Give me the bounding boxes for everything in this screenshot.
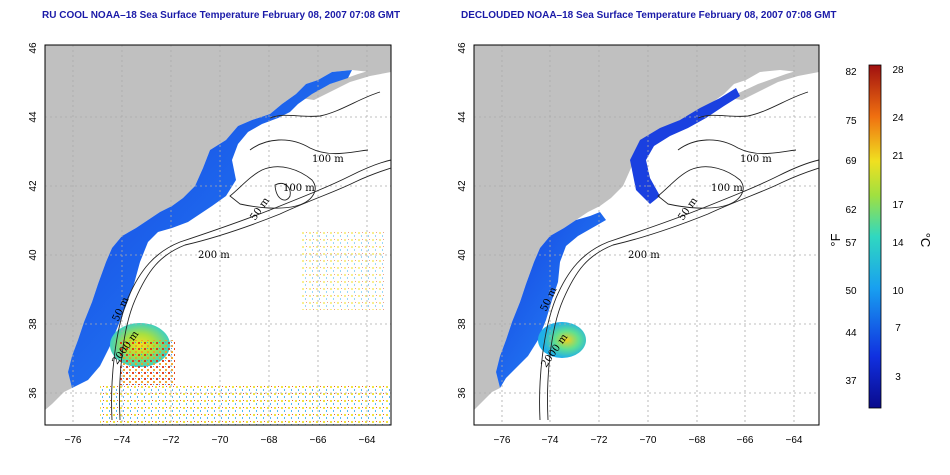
- y-tick-label: 40: [457, 249, 468, 261]
- x-tick-label: −70: [212, 435, 229, 446]
- cold-shelf-water: [68, 70, 352, 388]
- f-tick-label: 50: [845, 286, 857, 297]
- left-y-axis: 46 44 42 40 38 36: [28, 42, 39, 399]
- y-tick-label: 44: [457, 111, 468, 123]
- c-tick-label: 3: [895, 372, 901, 383]
- land-mass: [474, 45, 819, 410]
- y-tick-label: 46: [457, 42, 468, 54]
- y-tick-label: 38: [28, 318, 39, 330]
- c-tick-label: 28: [892, 65, 904, 76]
- bathymetry-contours: [111, 91, 392, 421]
- x-tick-label: −68: [689, 435, 706, 446]
- right-panel-title: DECLOUDED NOAA–18 Sea Surface Temperatur…: [461, 10, 837, 21]
- x-tick-label: −70: [640, 435, 657, 446]
- cold-shelf-water: [496, 212, 606, 388]
- right-axes-frame: [473, 44, 820, 426]
- x-tick-label: −72: [591, 435, 608, 446]
- left-map: 100 m 100 m 50 m 200 m 50 m 2000 m −76 −…: [28, 42, 392, 446]
- y-tick-label: 36: [28, 387, 39, 399]
- f-tick-label: 44: [845, 328, 857, 339]
- left-axes-frame: [44, 44, 392, 426]
- right-y-axis: 46 44 42 40 38 36: [457, 42, 468, 399]
- x-tick-label: −66: [737, 435, 754, 446]
- contour-label: 200 m: [198, 250, 230, 261]
- f-tick-label: 62: [845, 205, 857, 216]
- x-tick-label: −74: [114, 435, 131, 446]
- f-tick-label: 75: [845, 116, 857, 127]
- nova-scotia: [300, 66, 391, 100]
- gridlines: [474, 45, 819, 425]
- x-tick-label: −66: [310, 435, 327, 446]
- x-tick-label: −74: [542, 435, 559, 446]
- contour-label: 200 m: [628, 250, 660, 261]
- gulf-stream-speckle: [100, 385, 390, 425]
- x-tick-label: −76: [65, 435, 82, 446]
- contour-label: 100 m: [740, 154, 772, 165]
- contour-label: 100 m: [711, 183, 743, 194]
- contour-label: 100 m: [283, 183, 315, 194]
- colorbar-scale: [868, 64, 882, 409]
- f-tick-label: 82: [845, 67, 857, 78]
- y-tick-label: 42: [28, 180, 39, 192]
- f-tick-label: 57: [845, 238, 857, 249]
- right-map: 100 m 100 m 50 m 200 m 50 m 2000 m −76 −…: [457, 42, 820, 446]
- x-tick-label: −68: [261, 435, 278, 446]
- land-mass: [45, 45, 391, 410]
- c-tick-label: 24: [892, 113, 904, 124]
- x-tick-label: −64: [786, 435, 803, 446]
- fahrenheit-unit-label: °F: [828, 233, 843, 246]
- f-tick-label: 37: [845, 376, 857, 387]
- temperature-colorbar: 82 75 69 62 57 50 44 37 28 24 21 17 14 1…: [828, 64, 933, 409]
- celsius-unit-label: °C: [918, 233, 933, 248]
- y-tick-label: 44: [28, 111, 39, 123]
- offshore-speckle: [300, 230, 385, 310]
- c-tick-label: 17: [892, 200, 904, 211]
- x-tick-label: −76: [494, 435, 511, 446]
- y-tick-label: 42: [457, 180, 468, 192]
- c-tick-label: 10: [892, 286, 904, 297]
- y-tick-label: 38: [457, 318, 468, 330]
- c-tick-label: 21: [892, 151, 904, 162]
- x-tick-label: −64: [359, 435, 376, 446]
- warm-speckle: [120, 340, 175, 385]
- x-tick-label: −72: [163, 435, 180, 446]
- fahrenheit-ticks: 82 75 69 62 57 50 44 37: [845, 67, 857, 387]
- y-tick-label: 40: [28, 249, 39, 261]
- f-tick-label: 69: [845, 156, 857, 167]
- c-tick-label: 14: [892, 238, 904, 249]
- left-panel-title: RU COOL NOAA–18 Sea Surface Temperature …: [42, 10, 401, 21]
- cold-shelf-water: [630, 88, 740, 204]
- celsius-ticks: 28 24 21 17 14 10 7 3: [892, 65, 904, 383]
- left-x-axis: −76 −74 −72 −70 −68 −66 −64: [65, 435, 376, 446]
- c-tick-label: 7: [895, 323, 901, 334]
- nova-scotia: [728, 66, 819, 100]
- right-x-axis: −76 −74 −72 −70 −68 −66 −64: [494, 435, 803, 446]
- y-tick-label: 46: [28, 42, 39, 54]
- contour-label: 100 m: [312, 154, 344, 165]
- y-tick-label: 36: [457, 387, 468, 399]
- bathymetry-contours: [539, 91, 820, 421]
